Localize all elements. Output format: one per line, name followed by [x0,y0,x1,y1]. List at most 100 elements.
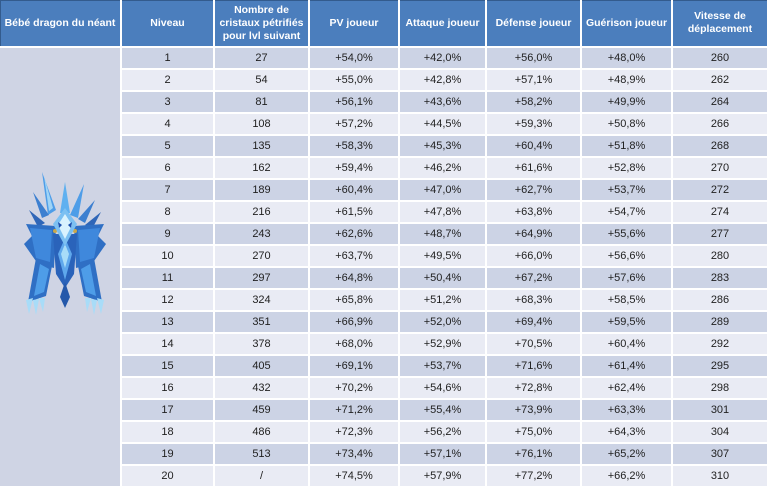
table-cell: 459 [215,400,308,420]
table-cell: +61,6% [487,158,580,178]
table-cell: +67,2% [487,268,580,288]
table-cell: +60,4% [310,180,398,200]
table-cell: 9 [122,224,213,244]
table-cell: +64,3% [582,422,671,442]
table-cell: +58,5% [582,290,671,310]
table-cell: +50,8% [582,114,671,134]
table-cell: 270 [673,158,767,178]
table-cell: +69,4% [487,312,580,332]
table-cell: +55,6% [582,224,671,244]
table-cell: +73,4% [310,444,398,464]
table-cell: +61,5% [310,202,398,222]
table-cell: 486 [215,422,308,442]
table-cell: 264 [673,92,767,112]
table-cell: +63,8% [487,202,580,222]
table-cell: +49,9% [582,92,671,112]
table-cell: / [215,466,308,486]
table-cell: 19 [122,444,213,464]
table-cell: +59,4% [310,158,398,178]
table-cell: 307 [673,444,767,464]
void-dragon-icon [24,172,106,315]
table-cell: 280 [673,246,767,266]
table-cell: 513 [215,444,308,464]
table-cell: +51,2% [400,290,485,310]
table-cell: +66,0% [487,246,580,266]
column-header-vitesse: Vitesse de déplacement [673,0,767,46]
table-cell: +58,2% [487,92,580,112]
table-cell: 54 [215,70,308,90]
table-cell: 268 [673,136,767,156]
table-cell: 272 [673,180,767,200]
table-cell: +62,6% [310,224,398,244]
table-cell: 7 [122,180,213,200]
table-cell: +49,5% [400,246,485,266]
table-cell: +56,0% [487,48,580,68]
table-cell: 4 [122,114,213,134]
table-cell: 81 [215,92,308,112]
table-cell: 277 [673,224,767,244]
table-cell: 378 [215,334,308,354]
table-cell: +74,5% [310,466,398,486]
table-cell: 324 [215,290,308,310]
table-cell: 13 [122,312,213,332]
table-cell: 304 [673,422,767,442]
table-cell: +63,7% [310,246,398,266]
table-cell: +57,1% [400,444,485,464]
table-cell: +50,4% [400,268,485,288]
table-cell: +60,4% [582,334,671,354]
table-cell: 266 [673,114,767,134]
table-cell: +71,6% [487,356,580,376]
table-cell: +48,0% [582,48,671,68]
table-cell: 295 [673,356,767,376]
table-cell: +53,7% [582,180,671,200]
table-cell: 162 [215,158,308,178]
table-cell: +42,8% [400,70,485,90]
column-header-pv: PV joueur [310,0,398,46]
table-cell: +56,1% [310,92,398,112]
table-cell: +70,2% [310,378,398,398]
table-cell: +68,3% [487,290,580,310]
column-header-defense: Défense joueur [487,0,580,46]
table-cell: 135 [215,136,308,156]
table-cell: +62,7% [487,180,580,200]
table-cell: 432 [215,378,308,398]
table-cell: 270 [215,246,308,266]
table-cell: 262 [673,70,767,90]
table-cell: +45,3% [400,136,485,156]
table-cell: 11 [122,268,213,288]
table-cell: +77,2% [487,466,580,486]
table-cell: 108 [215,114,308,134]
table-cell: +60,4% [487,136,580,156]
table-cell: +58,3% [310,136,398,156]
table-cell: 260 [673,48,767,68]
table-cell: +54,7% [582,202,671,222]
table-cell: 12 [122,290,213,310]
table-cell: 298 [673,378,767,398]
dragon-image-cell [0,48,120,486]
table-cell: +52,9% [400,334,485,354]
table-cell: +63,3% [582,400,671,420]
table-cell: 274 [673,202,767,222]
table-cell: 1 [122,48,213,68]
table-cell: 2 [122,70,213,90]
table-cell: +53,7% [400,356,485,376]
table-cell: +47,8% [400,202,485,222]
table-cell: +48,9% [582,70,671,90]
table-cell: +61,4% [582,356,671,376]
table-cell: +72,8% [487,378,580,398]
table-cell: +54,0% [310,48,398,68]
table-cell: +69,1% [310,356,398,376]
table-cell: 10 [122,246,213,266]
table-cell: 189 [215,180,308,200]
table-cell: +64,9% [487,224,580,244]
table-cell: +75,0% [487,422,580,442]
table-cell: +59,3% [487,114,580,134]
table-cell: +57,6% [582,268,671,288]
table-cell: +72,3% [310,422,398,442]
table-cell: 27 [215,48,308,68]
table-cell: +57,2% [310,114,398,134]
table-cell: 310 [673,466,767,486]
table-cell: +57,1% [487,70,580,90]
table-cell: +54,6% [400,378,485,398]
